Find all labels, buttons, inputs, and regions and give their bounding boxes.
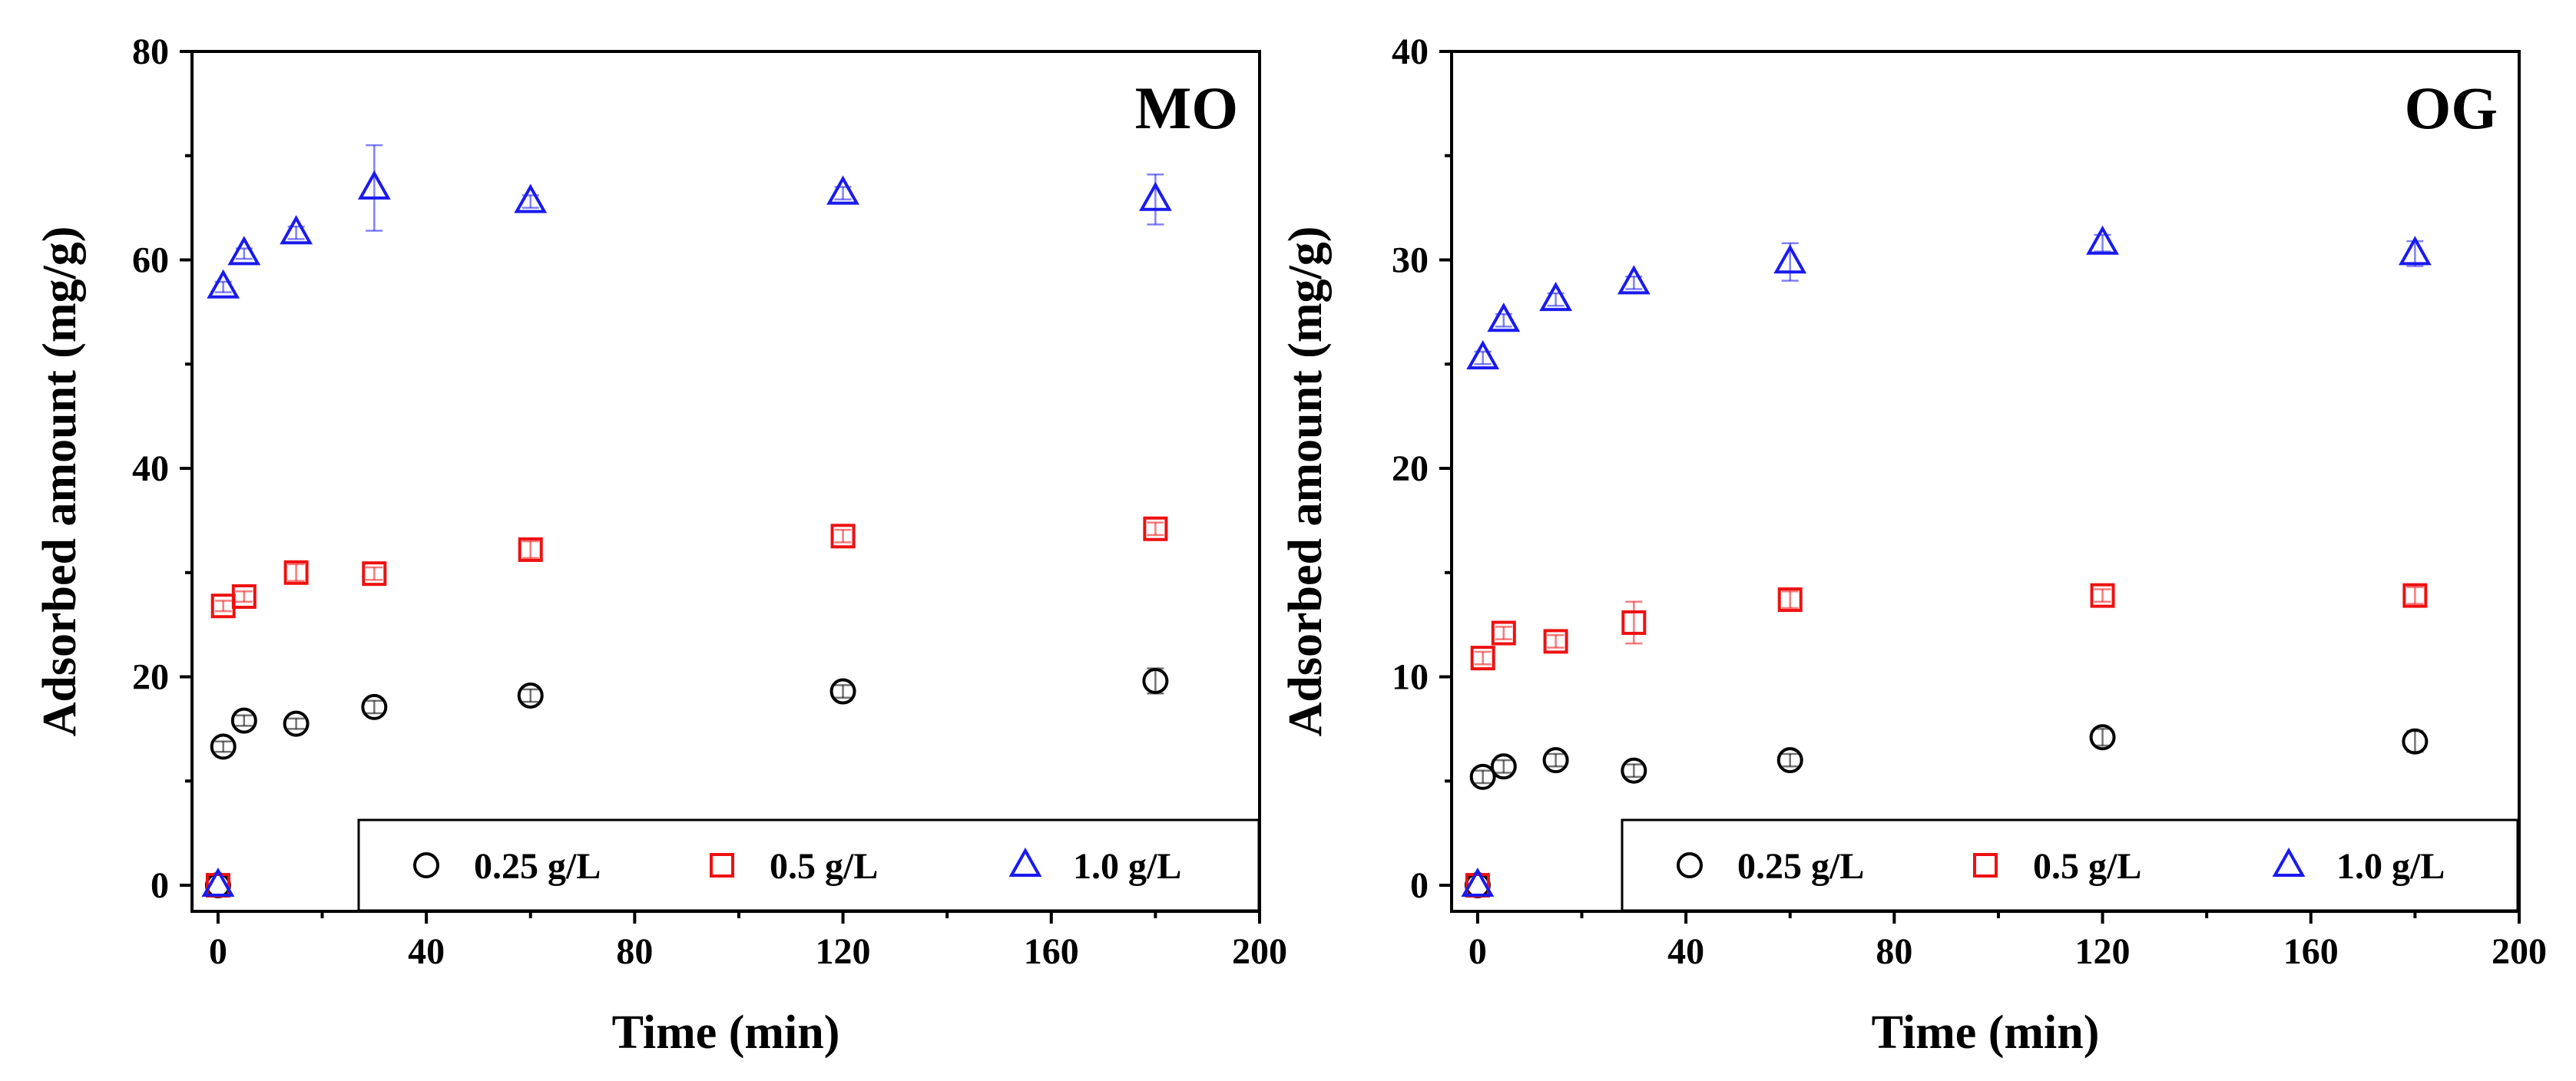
data-point [230,707,257,734]
data-point [231,584,257,610]
y-tick-label: 40 [1392,31,1429,72]
data-point [1539,282,1573,312]
legend-marker [413,852,439,878]
y-axis-title: Adsorbed amount (mg/g) [1280,226,1332,737]
data-point [280,215,313,245]
x-tick-label: 160 [2283,931,2339,972]
data-point [362,561,387,587]
data-point [2402,583,2428,608]
data-point [1776,747,1803,774]
y-axis-title: Adsorbed amount (mg/g) [34,226,86,737]
data-point [517,682,544,709]
legend-box [1621,818,2519,912]
data-point [283,560,309,585]
data-point [227,236,261,266]
panel-label: MO [1135,74,1238,141]
y-tick-label: 40 [132,448,169,489]
legend-marker [1677,852,1703,878]
data-point [210,733,237,760]
y-tick-label: 30 [1392,240,1429,281]
panel-label: OG [2405,74,2498,141]
legend-label: 0.25 g/L [474,846,601,887]
data-point [2398,236,2432,266]
y-tick-label: 20 [1392,448,1429,489]
x-axis-title: Time (min) [612,1007,840,1059]
data-point [518,537,543,562]
panel-mo: 0 40 80 120 160 200 0 20 40 60 80 Time (min) Adsorbe… [34,31,1287,1059]
data-point [1490,753,1517,780]
x-tick-label: 0 [209,931,227,972]
x-tick-label: 80 [1876,931,1912,972]
x-tick-label: 40 [1667,931,1704,972]
legend-marker [710,853,734,878]
legend-label: 1.0 g/L [2336,846,2445,887]
data-point [207,269,240,299]
data-point [1138,181,1172,211]
legend-marker [1008,847,1042,877]
data-point [201,867,235,898]
x-tick-label: 80 [616,931,653,972]
legend-label: 0.5 g/L [2033,846,2141,887]
legend-box [357,818,1260,912]
data-point [2086,225,2119,255]
x-tick-label: 200 [1232,931,1287,972]
plot-frame [1450,50,2521,913]
data-point [1461,867,1495,898]
data-point [2090,583,2115,608]
data-point [357,170,391,200]
data-point [2402,728,2429,755]
x-tick-label: 160 [1024,931,1079,972]
panel-og: 0 40 80 120 160 200 0 10 20 30 40 Time (min) Adsorbe… [1280,31,2547,1059]
data-point [1542,747,1569,774]
x-axis-title: Time (min) [1872,1007,2100,1059]
data-point [1621,757,1647,784]
data-point [826,175,859,205]
legend-marker [1973,853,1998,878]
y-tick-label: 0 [1410,865,1429,906]
y-tick-label: 60 [132,240,169,281]
data-point [1466,340,1500,370]
data-point [1491,620,1516,646]
plot-frame [190,50,1261,913]
legend-label: 0.25 g/L [1737,846,1864,887]
data-point [1470,646,1495,671]
y-tick-label: 0 [151,865,169,906]
y-tick-label: 10 [1392,657,1429,698]
data-point [514,183,548,213]
legend-label: 1.0 g/L [1073,846,1181,887]
y-tick-label: 80 [132,31,169,72]
legend-label: 0.5 g/L [770,846,878,887]
data-point [1143,516,1168,541]
data-point [829,678,856,705]
data-point [2089,724,2116,751]
legend-marker [2272,847,2306,877]
data-point [1773,244,1807,274]
data-point [1469,763,1496,790]
x-tick-label: 40 [408,931,445,972]
data-point [361,693,388,720]
data-point [1487,302,1521,332]
x-tick-label: 120 [816,931,871,972]
y-tick-label: 20 [132,657,169,698]
x-tick-label: 200 [2492,931,2547,972]
x-tick-label: 0 [1468,931,1487,972]
data-point [1777,587,1803,613]
data-point [1617,265,1651,295]
data-point [283,710,310,737]
data-point [1621,610,1647,635]
data-point [1142,667,1169,694]
data-point [1543,629,1568,654]
x-tick-label: 120 [2075,931,2131,972]
data-point [830,524,856,549]
